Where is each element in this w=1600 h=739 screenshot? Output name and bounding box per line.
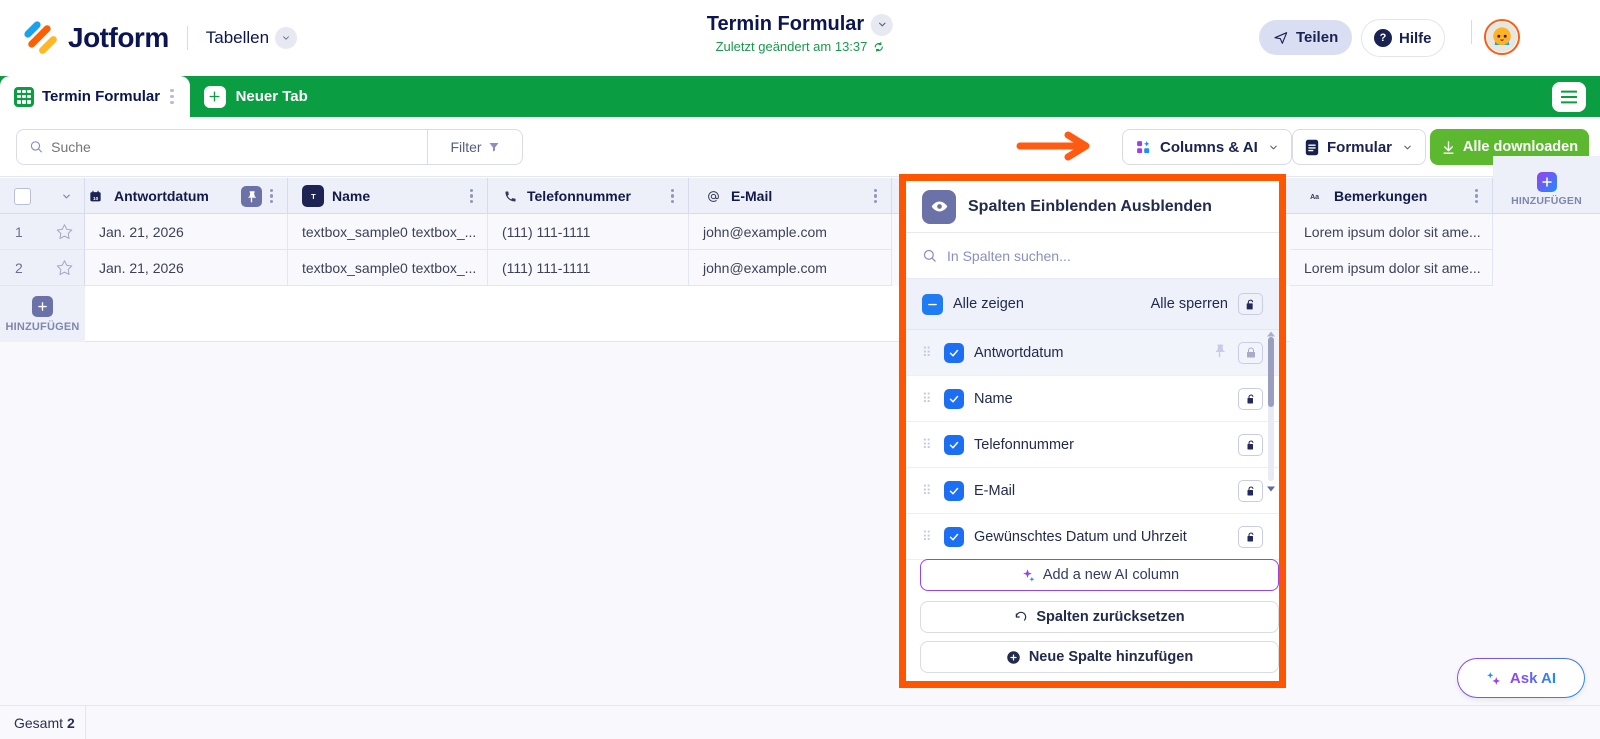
svg-text:Aa: Aa — [1310, 194, 1319, 201]
svg-text:T: T — [311, 192, 316, 201]
svg-text:10: 10 — [93, 195, 99, 200]
